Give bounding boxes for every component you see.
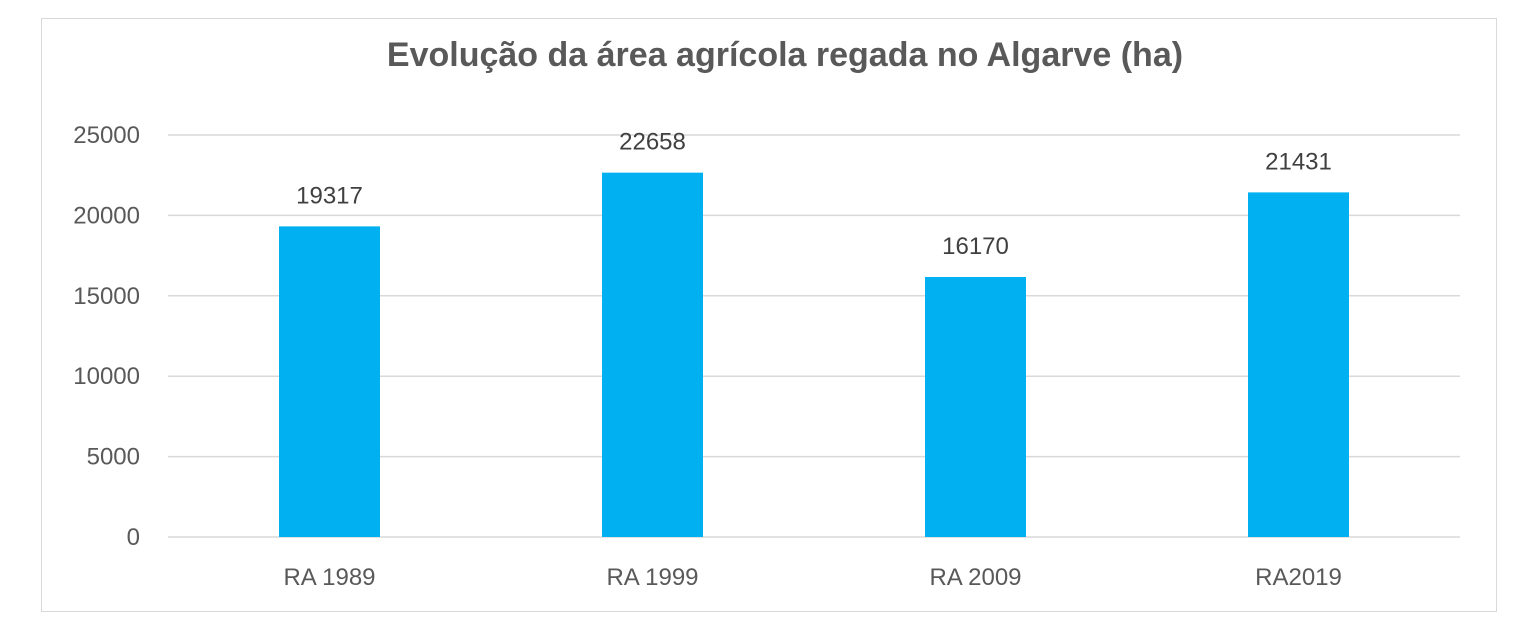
bar	[925, 276, 1026, 537]
y-tick-label: 0	[127, 524, 140, 551]
x-category-label: RA 2009	[929, 564, 1021, 591]
bars	[279, 172, 1349, 538]
data-label: 16170	[942, 233, 1009, 260]
bar	[279, 226, 380, 538]
data-label: 21431	[1265, 148, 1332, 175]
bar	[602, 172, 703, 537]
data-labels: 19317 22658 16170 21431	[296, 129, 1332, 260]
y-tick-label: 10000	[73, 363, 140, 390]
y-axis-ticks: 0 5000 10000 15000 20000 25000	[73, 122, 140, 551]
y-tick-label: 5000	[87, 444, 140, 471]
x-category-label: RA2019	[1255, 564, 1342, 591]
x-category-label: RA 1999	[606, 564, 698, 591]
data-label: 19317	[296, 182, 363, 209]
gridlines	[168, 134, 1460, 538]
y-tick-label: 20000	[73, 202, 140, 229]
data-label: 22658	[619, 129, 686, 156]
x-category-label: RA 1989	[283, 564, 375, 591]
y-tick-label: 25000	[73, 122, 140, 149]
bar	[1248, 192, 1349, 537]
x-axis-categories: RA 1989 RA 1999 RA 2009 RA2019	[283, 564, 1341, 591]
y-tick-label: 15000	[73, 283, 140, 310]
chart-title: Evolução da área agrícola regada no Alga…	[387, 36, 1183, 74]
